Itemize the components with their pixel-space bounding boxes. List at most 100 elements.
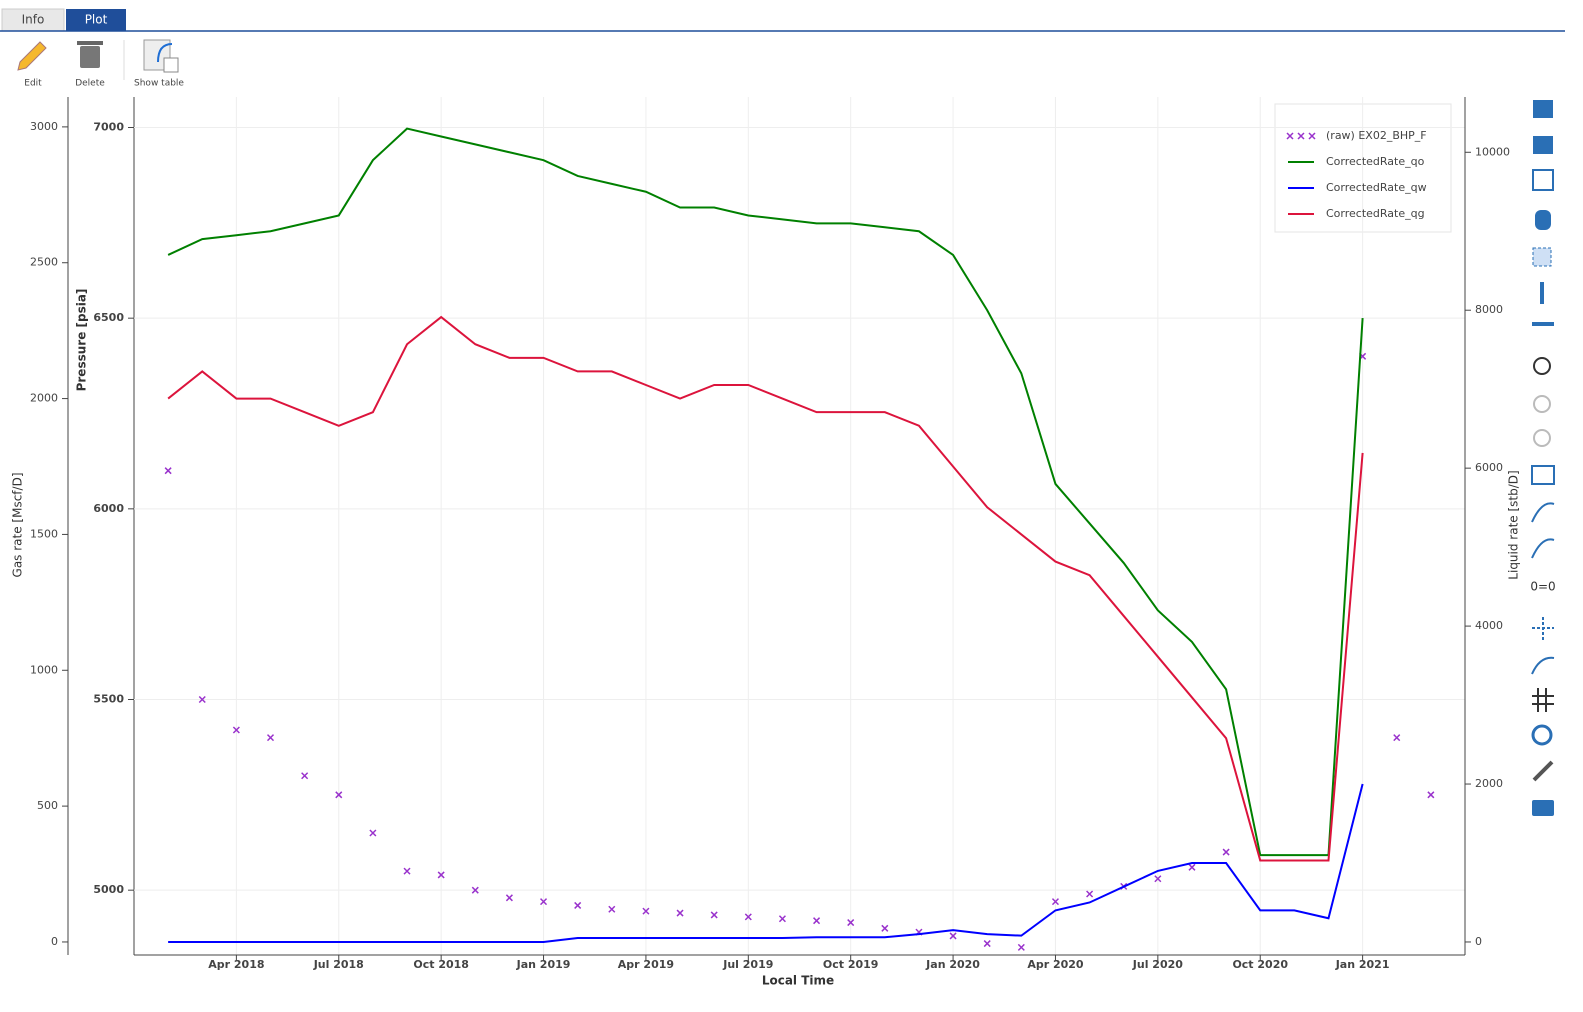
x-axis-title: Local Time: [762, 974, 834, 988]
tool-icon[interactable]: [1532, 169, 1554, 191]
tab-label[interactable]: Info: [22, 13, 45, 27]
scatter-point: [983, 940, 991, 948]
legend-swatch: [1286, 132, 1294, 140]
tool-icon[interactable]: [1540, 282, 1544, 304]
y-tick-label: 8000: [1475, 303, 1503, 316]
x-tick-label: Apr 2018: [208, 958, 264, 971]
series-line: [167, 127, 1364, 857]
tool-icon[interactable]: [1535, 210, 1551, 230]
button-label[interactable]: Show table: [134, 79, 184, 89]
y-tick-label: 0: [51, 935, 58, 948]
tab-plot[interactable]: [66, 9, 126, 31]
tool-icon[interactable]: [1533, 136, 1553, 154]
legend-swatch: [1308, 132, 1316, 140]
scatter-point: [881, 924, 889, 932]
x-tick-label: Jul 2019: [722, 958, 773, 971]
y-tick-label: 6500: [93, 311, 124, 324]
y-tick-label: 1500: [30, 527, 58, 540]
button-label[interactable]: Delete: [75, 79, 105, 89]
scatter-point: [164, 467, 172, 475]
scatter-point: [540, 898, 548, 906]
y3-axis-title: Gas rate [Mscf/D]: [11, 473, 25, 578]
scatter-point: [710, 911, 718, 919]
scatter-point: [437, 871, 445, 879]
edit-button[interactable]: Edit: [17, 41, 47, 89]
y-tick-label: 7000: [93, 121, 124, 134]
tab-label[interactable]: Plot: [85, 13, 108, 27]
delete-button[interactable]: Delete: [75, 41, 105, 89]
scatter-point: [744, 913, 752, 921]
tool-icon[interactable]: [1533, 429, 1551, 447]
scatter-point: [403, 867, 411, 875]
tool-icon[interactable]: [1532, 247, 1552, 267]
y-tick-label: 2500: [30, 256, 58, 269]
y-tick-label: 1000: [30, 663, 58, 676]
scatter-point: [1188, 863, 1196, 871]
scatter-point: [335, 791, 343, 799]
scatter-point: [369, 829, 377, 837]
tool-icon[interactable]: [1531, 538, 1555, 559]
tool-icon[interactable]: [1531, 656, 1555, 675]
tool-icon[interactable]: [1531, 465, 1555, 485]
series-line: [168, 783, 1364, 943]
tool-icon[interactable]: [1532, 760, 1554, 782]
legend-swatch: [1297, 132, 1305, 140]
y-tick-label: 2000: [30, 392, 58, 405]
plot-tools: 0=0: [1530, 100, 1556, 816]
x-tick-label: Apr 2019: [618, 958, 674, 971]
y-axis-title: Pressure [psia]: [75, 289, 89, 392]
button-label[interactable]: Edit: [24, 79, 42, 89]
tool-icon[interactable]: [1532, 800, 1554, 816]
y-tick-label: 0: [1475, 935, 1482, 948]
scatter-point: [1154, 875, 1162, 883]
legend-label: CorrectedRate_qg: [1326, 207, 1425, 220]
scatter-point: [266, 734, 275, 742]
scatter-point: [198, 695, 206, 704]
scatter-point: [232, 726, 240, 734]
tool-icon-text[interactable]: 0=0: [1530, 580, 1555, 594]
scatter-point: [1086, 890, 1094, 898]
legend-label: CorrectedRate_qo: [1326, 155, 1425, 168]
tool-icon[interactable]: [1532, 617, 1554, 640]
scatter-point: [778, 915, 786, 923]
x-tick-label: Jul 2020: [1132, 958, 1183, 971]
scatter-point: [949, 932, 957, 940]
x-tick-label: Jan 2021: [1335, 958, 1390, 971]
scatter-point: [1393, 734, 1401, 742]
scatter-point: [301, 772, 309, 780]
y2-axis-title: Liquid rate [stb/D]: [1507, 470, 1521, 579]
scatter-point: [1051, 898, 1059, 906]
y-tick-label: 5000: [93, 883, 124, 896]
tool-icon[interactable]: [1533, 100, 1553, 118]
tool-icon[interactable]: [1532, 688, 1554, 712]
y-tick-label: 2000: [1475, 777, 1503, 790]
scatter-point: [574, 901, 582, 909]
y-tick-label: 5500: [93, 693, 124, 706]
scatter-point: [1427, 791, 1435, 799]
tool-icon[interactable]: [1532, 322, 1554, 326]
tool-icon[interactable]: [1531, 502, 1555, 523]
scatter-point: [471, 886, 479, 894]
x-tick-label: Apr 2020: [1027, 958, 1084, 971]
scatter-point: [676, 909, 684, 917]
x-tick-label: Jan 2020: [925, 958, 980, 971]
tool-icon[interactable]: [1533, 395, 1551, 413]
x-tick-label: Jul 2018: [313, 958, 364, 971]
x-tick-label: Oct 2019: [823, 958, 879, 971]
x-tick-label: Jan 2019: [516, 958, 571, 971]
scatter-point: [1222, 848, 1230, 856]
y-tick-label: 10000: [1475, 145, 1510, 158]
scatter-point: [847, 919, 855, 927]
scatter-point: [813, 917, 821, 925]
scatter-point: [642, 907, 650, 915]
scatter-point: [1017, 943, 1025, 951]
y-tick-label: 6000: [93, 502, 124, 515]
scatter-point: [505, 894, 513, 902]
x-tick-label: Oct 2018: [413, 958, 469, 971]
tool-icon[interactable]: [1531, 724, 1553, 746]
x-tick-label: Oct 2020: [1232, 958, 1288, 971]
y-tick-label: 3000: [30, 120, 58, 133]
tool-icon[interactable]: [1533, 357, 1551, 375]
show-table-button[interactable]: Show table: [134, 39, 184, 89]
